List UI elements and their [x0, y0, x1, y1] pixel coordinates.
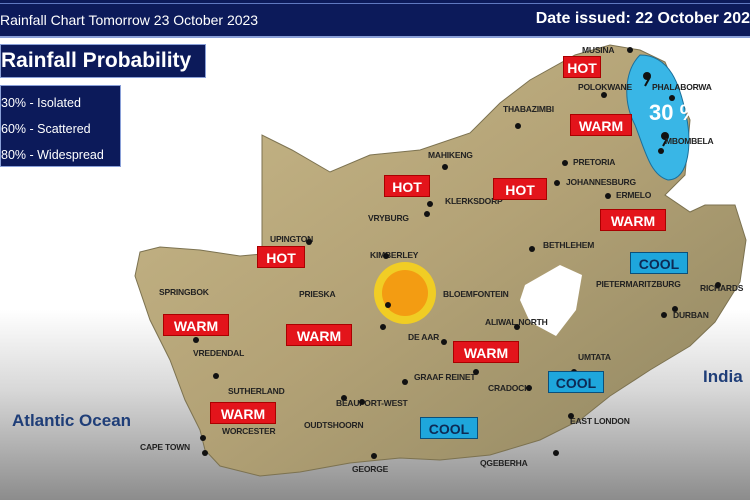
temperature-tag: HOT — [257, 246, 305, 268]
city-label: CAPE TOWN — [140, 442, 190, 452]
city-dot — [526, 385, 532, 391]
city-dot — [385, 302, 391, 308]
city-dot — [529, 246, 535, 252]
city-label: KLERKSDORP — [445, 196, 503, 206]
city-label: QGEBERHA — [480, 458, 528, 468]
city-label: GEORGE — [352, 464, 389, 474]
temperature-tag: HOT — [493, 178, 547, 200]
city-dot — [669, 95, 675, 101]
city-dot — [514, 324, 520, 330]
city-label: WORCESTER — [222, 426, 276, 436]
rain-area — [626, 54, 690, 181]
city-label: MBOMBELA — [665, 136, 714, 146]
city-dot — [341, 395, 347, 401]
city-dot — [715, 282, 721, 288]
city-dot — [658, 148, 664, 154]
city-label: RICHARDS — [700, 283, 744, 293]
raindrop-icon — [643, 72, 669, 147]
city-dot — [553, 450, 559, 456]
city-dot — [627, 47, 633, 53]
city-label: DURBAN — [673, 310, 709, 320]
temperature-tag: WARM — [286, 324, 352, 346]
city-label: MAHIKENG — [428, 150, 473, 160]
legend-title: Rainfall Probability — [0, 44, 206, 78]
city-label: THABAZIMBI — [503, 104, 554, 114]
city-dot — [605, 193, 611, 199]
city-label: GRAAF REINET — [414, 372, 476, 382]
lesotho — [520, 265, 582, 336]
city-label: PHALABORWA — [652, 82, 712, 92]
city-dot — [200, 435, 206, 441]
city-dot — [202, 450, 208, 456]
date-issued: Date issued: 22 October 202 — [535, 10, 750, 27]
city-label: EAST LONDON — [570, 416, 630, 426]
city-label: BEAUFORT-WEST — [336, 398, 408, 408]
legend-item: 30% - Isolated — [1, 96, 81, 110]
city-label: BLOEMFONTEIN — [443, 289, 509, 299]
rain-probability-label: 30 % — [649, 100, 700, 125]
city-label: VREDENDAL — [193, 348, 245, 358]
city-dot — [424, 211, 430, 217]
temperature-tag: WARM — [600, 209, 666, 231]
header-bar: Rainfall Chart Tomorrow 23 October 2023 … — [0, 0, 750, 38]
city-dot — [306, 239, 312, 245]
city-label: BETHLEHEM — [543, 240, 595, 250]
temperature-tag: COOL — [630, 252, 688, 274]
city-dot — [371, 453, 377, 459]
legend-item: 60% - Scattered — [1, 122, 91, 136]
chart-title: Rainfall Chart Tomorrow 23 October 2023 — [0, 12, 259, 28]
temperature-tag: WARM — [453, 341, 519, 363]
city-label: JOHANNESBURG — [566, 177, 636, 187]
temperature-tag: HOT — [384, 175, 430, 197]
city-label: CRADOCK — [488, 383, 531, 393]
city-label: SUTHERLAND — [228, 386, 285, 396]
city-label: ERMELO — [616, 190, 652, 200]
temperature-tag: HOT — [563, 56, 601, 78]
city-dot — [562, 160, 568, 166]
city-dot — [441, 339, 447, 345]
city-dot — [402, 379, 408, 385]
city-dot — [442, 164, 448, 170]
city-label: KIMBERLEY — [370, 250, 419, 260]
temperature-tag: WARM — [163, 314, 229, 336]
temperature-tag: WARM — [210, 402, 276, 424]
city-label: ALIWAL NORTH — [485, 317, 548, 327]
city-dot — [601, 92, 607, 98]
indian-ocean-label: India — [703, 367, 743, 386]
city-dot — [213, 373, 219, 379]
city-label: PIETERMARITZBURG — [596, 279, 681, 289]
city-dot — [473, 369, 479, 375]
city-label: MUSINA — [582, 45, 615, 55]
city-label: UPINGTON — [270, 234, 314, 244]
city-dot — [568, 413, 574, 419]
legend: 30% - Isolated 60% - Scattered 80% - Wid… — [0, 85, 121, 167]
city-label: UMTATA — [578, 352, 611, 362]
city-label: VRYBURG — [368, 213, 409, 223]
city-dot — [359, 399, 365, 405]
legend-item: 80% - Widespread — [1, 148, 104, 162]
city-label: DE AAR — [408, 332, 440, 342]
country-outline — [134, 44, 747, 477]
city-label: PRIESKA — [299, 289, 336, 299]
city-label: PRETORIA — [573, 157, 616, 167]
city-dot — [661, 312, 667, 318]
temperature-tag: COOL — [420, 417, 478, 439]
city-dot — [193, 337, 199, 343]
city-dot — [427, 201, 433, 207]
sun-icon — [374, 262, 436, 324]
temperature-tag: COOL — [548, 371, 604, 393]
city-label: POLOKWANE — [578, 82, 632, 92]
city-dot — [515, 123, 521, 129]
city-dot — [383, 253, 389, 259]
city-dot — [672, 306, 678, 312]
city-label: OUDTSHOORN — [304, 420, 364, 430]
city-dot — [554, 180, 560, 186]
temperature-tag: WARM — [570, 114, 632, 136]
city-dot — [380, 324, 386, 330]
atlantic-ocean-label: Atlantic Ocean — [12, 411, 132, 430]
city-label: SPRINGBOK — [159, 287, 209, 297]
